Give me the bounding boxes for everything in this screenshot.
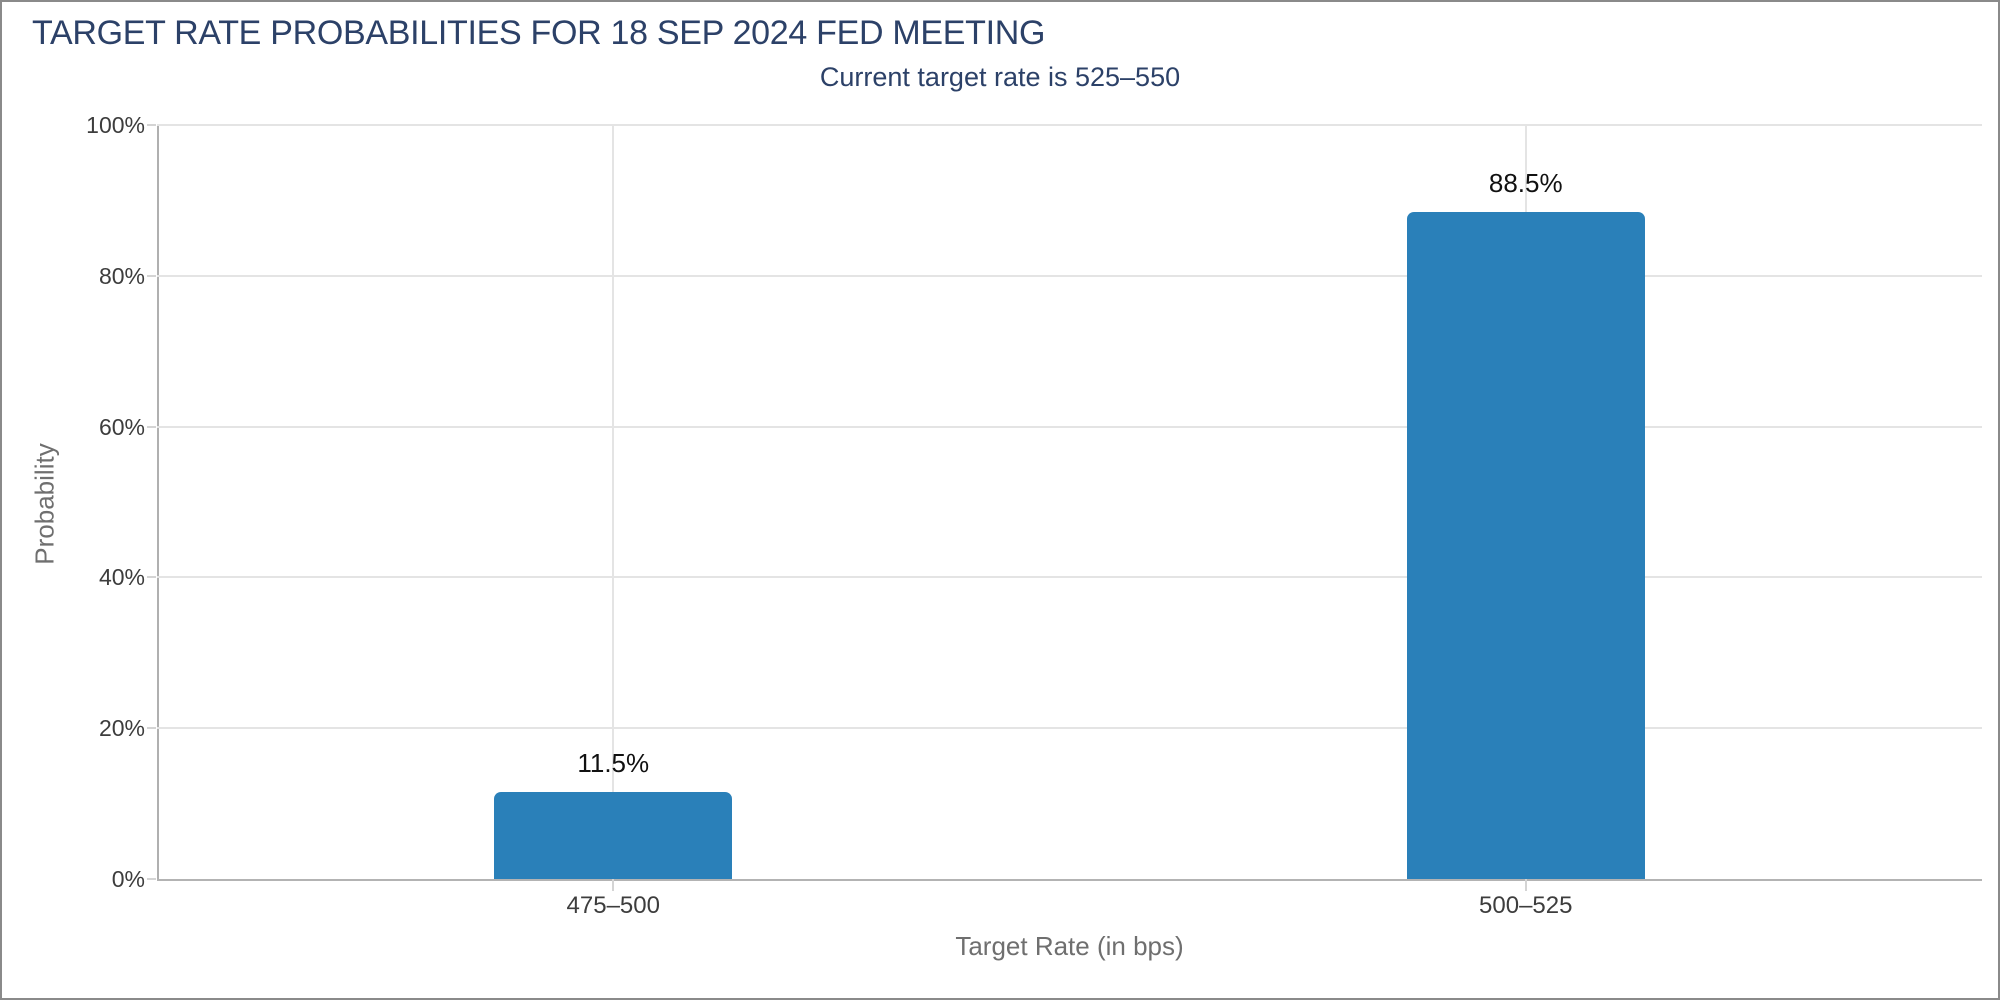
value-label: 11.5%: [577, 748, 650, 779]
y-tick: [147, 425, 156, 428]
plot-area: 0% 20% 40% 60% 80% 100% 11.5% 475–500 88.5% 500–5…: [86, 112, 1982, 919]
h-gridline: [157, 274, 1982, 277]
y-tick: [147, 124, 156, 126]
y-tick-label: 20%: [98, 715, 145, 742]
x-axis-line: [157, 879, 1982, 881]
y-tick-label: 60%: [98, 413, 145, 440]
x-tick-label: 500–525: [1479, 892, 1573, 919]
y-tick-label: 40%: [98, 564, 145, 591]
h-gridline: [157, 425, 1982, 428]
x-tick-label: 475–500: [566, 892, 660, 919]
chart-subtitle: Current target rate is 525–550: [819, 62, 1181, 92]
y-tick: [147, 576, 156, 579]
v-gridline: [612, 125, 615, 879]
h-gridline: [157, 727, 1982, 730]
value-label: 88.5%: [1488, 167, 1563, 198]
y-tick-label: 0%: [111, 866, 145, 892]
h-gridline: [157, 576, 1982, 579]
y-tick-label: 80%: [98, 262, 145, 289]
x-tick: [612, 879, 615, 891]
chart-title: TARGET RATE PROBABILITIES FOR 18 SEP 202…: [32, 14, 1046, 52]
bar[interactable]: [1406, 211, 1645, 879]
x-axis-title: Target Rate (in bps): [955, 931, 1184, 961]
h-gridline: [157, 124, 1982, 126]
y-tick: [147, 274, 156, 277]
bar[interactable]: [494, 792, 733, 879]
y-tick-label: 100%: [86, 112, 145, 138]
y-axis-title: Probability: [29, 443, 60, 565]
y-axis-line: [157, 125, 159, 879]
x-tick: [1524, 879, 1527, 891]
y-tick: [147, 727, 156, 730]
y-tick: [147, 878, 156, 880]
